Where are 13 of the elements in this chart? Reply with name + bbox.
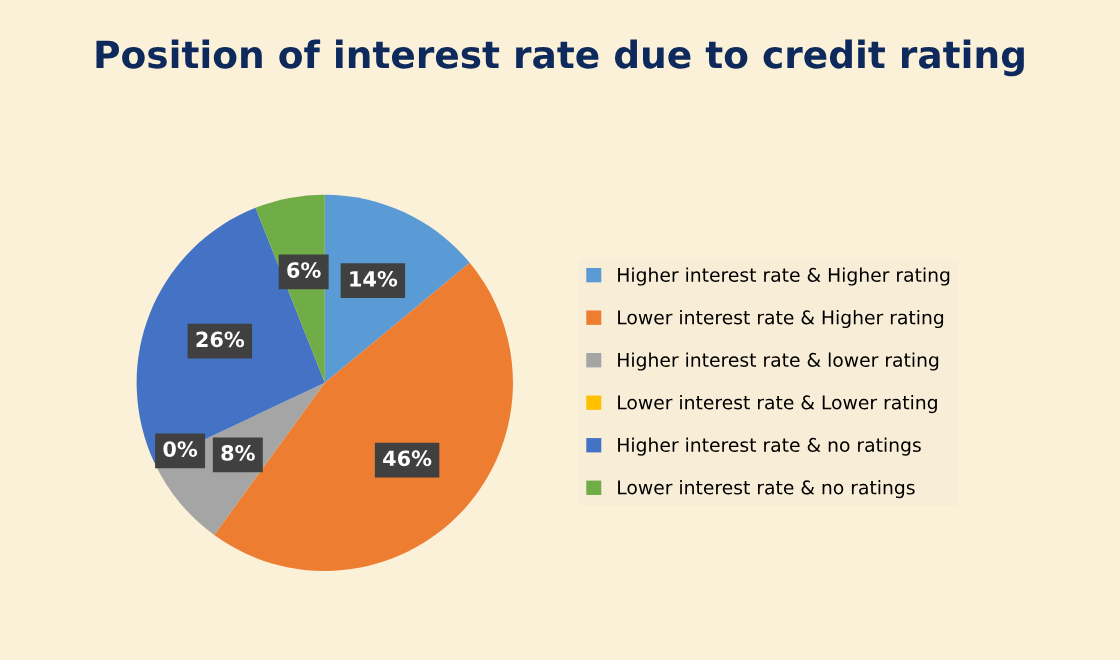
legend-label: Lower interest rate & Lower rating xyxy=(618,394,937,414)
legend-label: Higher interest rate & lower rating xyxy=(618,352,939,371)
data-label: 46% xyxy=(383,450,432,467)
data-label: 14% xyxy=(350,270,398,287)
text: 0% xyxy=(163,441,198,457)
legend-label: Lower interest rate & no ratings xyxy=(618,480,915,499)
chart-title: Position of interest rate due to credit rating xyxy=(96,39,1024,77)
data-label: 6% xyxy=(287,262,321,278)
data-label: 26% xyxy=(196,331,245,348)
data-label: 8% xyxy=(221,445,255,461)
legend-label: Higher interest rate & no ratings xyxy=(618,437,921,456)
legend-label: Higher interest rate & Higher rating xyxy=(618,267,950,286)
legend-label: Lower interest rate & Higher rating xyxy=(618,309,944,329)
